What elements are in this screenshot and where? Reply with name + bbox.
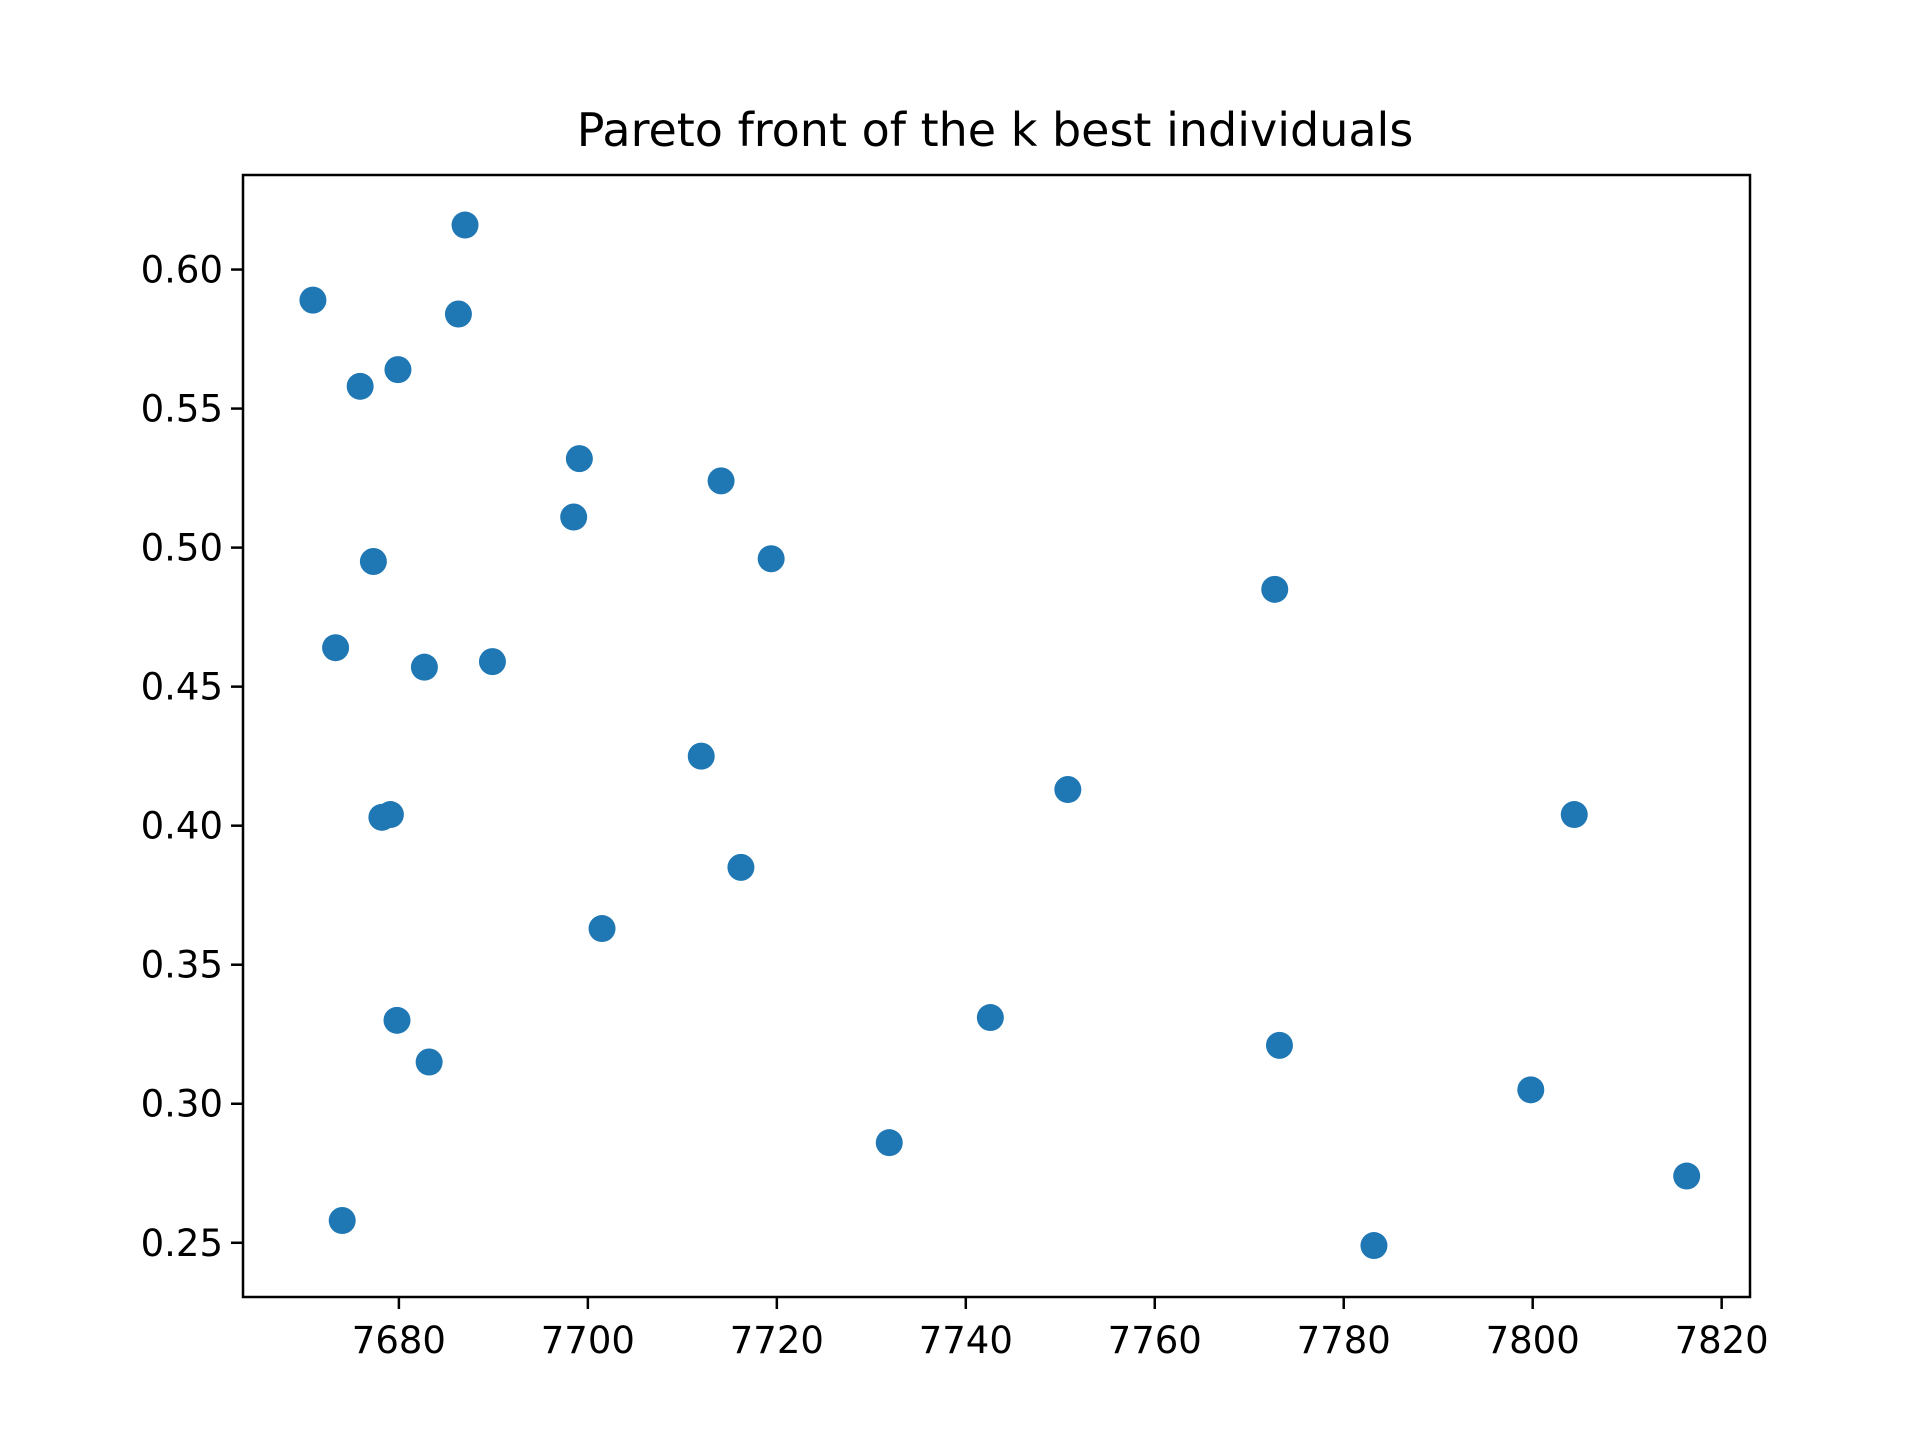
data-point — [565, 445, 593, 473]
data-point — [299, 286, 327, 314]
data-point — [1673, 1162, 1701, 1190]
data-point — [410, 653, 438, 681]
y-tick-label: 0.40 — [141, 805, 223, 848]
y-tick-label: 0.30 — [141, 1083, 223, 1126]
data-point — [444, 300, 472, 328]
x-tick-label: 7700 — [541, 1319, 635, 1362]
data-point — [1261, 575, 1289, 603]
y-tick-label: 0.50 — [141, 527, 223, 570]
data-point — [415, 1048, 443, 1076]
data-point — [687, 742, 715, 770]
data-point — [976, 1004, 1004, 1032]
y-tick-label: 0.45 — [141, 666, 223, 709]
data-point — [1265, 1031, 1293, 1059]
y-tick-label: 0.25 — [141, 1222, 223, 1265]
data-point — [328, 1207, 356, 1235]
x-tick-label: 7720 — [730, 1319, 824, 1362]
x-tick-label: 7760 — [1108, 1319, 1202, 1362]
data-point — [359, 548, 387, 576]
x-tick-label: 7740 — [919, 1319, 1013, 1362]
plot-area-frame — [241, 173, 1752, 1299]
y-tick-label: 0.60 — [141, 249, 223, 292]
data-point — [707, 467, 735, 495]
data-point — [588, 915, 616, 943]
data-point — [875, 1129, 903, 1157]
data-point — [376, 801, 404, 829]
data-point — [1054, 776, 1082, 804]
scatter-points — [299, 211, 1701, 1260]
data-point — [560, 503, 588, 531]
x-tick-label: 7800 — [1486, 1319, 1580, 1362]
y-tick-label: 0.35 — [141, 944, 223, 987]
data-point — [383, 1006, 411, 1034]
data-point — [1560, 801, 1588, 829]
data-point — [451, 211, 479, 239]
y-axis: 0.25 0.30 0.35 0.40 0.45 0.50 0.55 0.60 — [141, 249, 243, 1265]
data-point — [478, 648, 506, 676]
data-point — [346, 372, 374, 400]
chart-title: Pareto front of the k best individuals — [577, 103, 1414, 157]
x-tick-label: 7680 — [352, 1319, 446, 1362]
x-tick-label: 7780 — [1297, 1319, 1391, 1362]
data-point — [1360, 1232, 1388, 1260]
x-axis: 7680 7700 7720 7740 7760 7780 7800 7820 — [352, 1297, 1769, 1362]
data-point — [757, 545, 785, 573]
x-tick-label: 7820 — [1675, 1319, 1769, 1362]
data-point — [322, 634, 350, 662]
data-point — [727, 853, 755, 881]
y-tick-label: 0.55 — [141, 388, 223, 431]
data-point — [1517, 1076, 1545, 1104]
data-point — [384, 356, 412, 384]
